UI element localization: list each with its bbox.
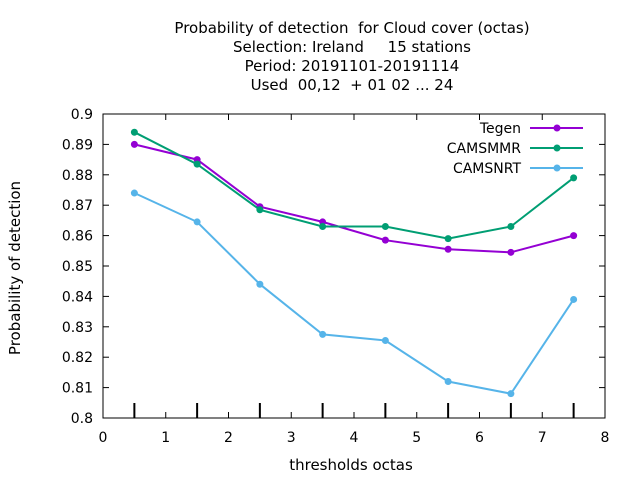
x-tick-label: 8 — [601, 430, 610, 446]
legend-label: CAMSNRT — [453, 161, 522, 177]
data-point — [570, 232, 578, 240]
data-point — [444, 245, 452, 253]
legend-swatch-point — [553, 164, 561, 172]
axis-ticks: 0.8 0.81 0.82 0.83 0.84 0.85 0.86 0.87 0.88 0.89 0… — [62, 107, 610, 446]
y-tick-label: 0.85 — [62, 259, 93, 275]
title-line: Used 00,12 + 01 02 ... 24 — [251, 76, 454, 94]
legend-swatch-point — [553, 124, 561, 132]
y-tick-label: 0.86 — [62, 229, 93, 245]
x-tick-label: 6 — [475, 430, 484, 446]
x-tick-label: 4 — [350, 430, 359, 446]
y-tick-label: 0.8 — [71, 411, 93, 427]
y-tick-label: 0.87 — [62, 198, 93, 214]
x-tick-label: 7 — [538, 430, 547, 446]
data-point — [319, 330, 327, 338]
impulse-marks — [133, 403, 575, 418]
x-tick-label: 5 — [412, 430, 421, 446]
y-tick-label: 0.88 — [62, 168, 93, 184]
legend-label: CAMSMMR — [447, 141, 521, 157]
data-point — [130, 128, 138, 136]
data-point — [381, 336, 389, 344]
series-tegen — [130, 140, 578, 256]
data-point — [256, 206, 264, 214]
data-point — [130, 189, 138, 197]
data-point — [319, 222, 327, 230]
chart-title: Probability of detection for Cloud cover… — [174, 19, 529, 94]
data-point — [507, 248, 515, 256]
series-camsnrt — [130, 189, 578, 398]
data-point — [444, 378, 452, 386]
data-point — [444, 235, 452, 243]
x-tick-label: 0 — [99, 430, 108, 446]
plot-area — [102, 113, 606, 419]
data-point — [193, 218, 201, 226]
title-line: Probability of detection for Cloud cover… — [174, 19, 529, 37]
legend-swatch-point — [553, 144, 561, 152]
legend: Tegen CAMSMMR CAMSNRT — [447, 121, 583, 177]
legend-label: Tegen — [479, 121, 521, 137]
y-tick-label: 0.82 — [62, 350, 93, 366]
x-axis-label: thresholds octas — [289, 456, 413, 474]
title-line: Period: 20191101-20191114 — [245, 57, 460, 75]
series-line — [134, 143, 574, 254]
data-point — [130, 140, 138, 148]
data-point — [570, 174, 578, 182]
title-line: Selection: Ireland 15 stations — [233, 38, 471, 56]
data-point — [507, 390, 515, 398]
y-axis-label: Probability of detection — [6, 181, 24, 355]
y-tick-label: 0.84 — [62, 289, 93, 305]
y-tick-label: 0.81 — [62, 381, 93, 397]
data-point — [193, 160, 201, 168]
data-point — [256, 280, 264, 288]
series-camsmmr — [130, 128, 578, 243]
y-tick-label: 0.89 — [62, 137, 93, 153]
data-point — [507, 222, 515, 230]
data-point — [381, 236, 389, 244]
y-tick-label: 0.9 — [71, 107, 93, 123]
y-tick-label: 0.83 — [62, 320, 93, 336]
x-tick-label: 1 — [161, 430, 170, 446]
data-point — [381, 222, 389, 230]
data-point — [570, 295, 578, 303]
x-tick-label: 2 — [224, 430, 233, 446]
x-tick-label: 3 — [287, 430, 296, 446]
series-line — [133, 131, 575, 240]
series-line — [133, 192, 575, 395]
series-lines — [130, 128, 578, 398]
